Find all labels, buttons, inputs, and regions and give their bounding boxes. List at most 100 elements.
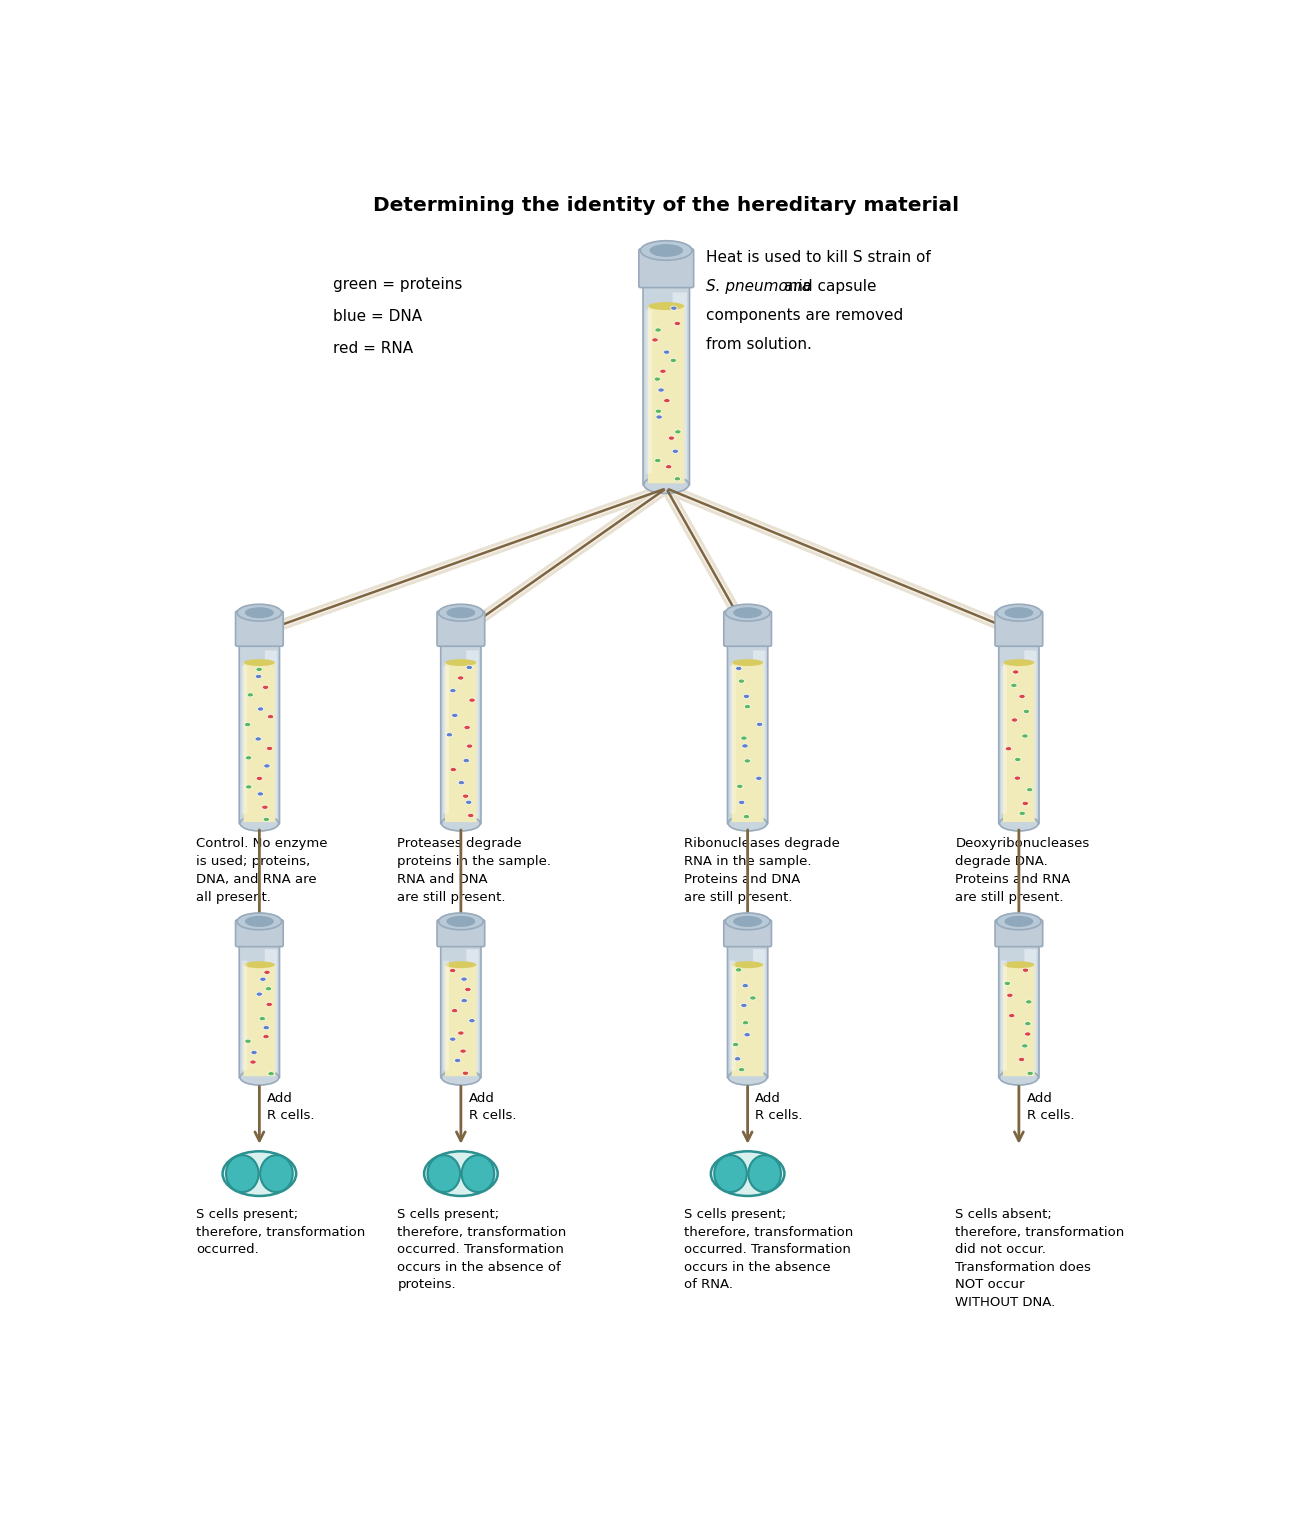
- Ellipse shape: [240, 816, 278, 831]
- FancyBboxPatch shape: [242, 665, 247, 814]
- FancyBboxPatch shape: [235, 612, 283, 647]
- Ellipse shape: [1009, 1014, 1015, 1018]
- FancyBboxPatch shape: [443, 665, 448, 814]
- Ellipse shape: [264, 764, 270, 769]
- Ellipse shape: [651, 338, 658, 342]
- Ellipse shape: [257, 706, 264, 711]
- Ellipse shape: [745, 705, 750, 709]
- FancyBboxPatch shape: [235, 919, 283, 947]
- Text: S cells present;
therefore, transformation
occurred.: S cells present; therefore, transformati…: [196, 1208, 365, 1256]
- Ellipse shape: [650, 244, 682, 257]
- FancyBboxPatch shape: [732, 662, 763, 822]
- Ellipse shape: [656, 416, 662, 419]
- Ellipse shape: [424, 1151, 498, 1196]
- Ellipse shape: [255, 737, 261, 741]
- FancyBboxPatch shape: [998, 941, 1039, 1078]
- Ellipse shape: [450, 688, 456, 693]
- FancyBboxPatch shape: [994, 612, 1043, 647]
- Ellipse shape: [259, 1017, 265, 1021]
- Text: Control. No enzyme
is used; proteins,
DNA, and RNA are
all present.: Control. No enzyme is used; proteins, DN…: [196, 837, 328, 904]
- Ellipse shape: [442, 1070, 480, 1085]
- Text: S cells present;
therefore, transformation
occurred. Transformation
occurs in th: S cells present; therefore, transformati…: [398, 1208, 567, 1291]
- Ellipse shape: [263, 817, 269, 822]
- Ellipse shape: [226, 1155, 259, 1192]
- Ellipse shape: [428, 1155, 460, 1192]
- Ellipse shape: [462, 977, 467, 982]
- Ellipse shape: [711, 1151, 784, 1196]
- Ellipse shape: [744, 694, 750, 699]
- FancyBboxPatch shape: [441, 639, 481, 823]
- Ellipse shape: [458, 676, 464, 680]
- Ellipse shape: [237, 913, 282, 930]
- Ellipse shape: [714, 1155, 746, 1192]
- Ellipse shape: [460, 1049, 467, 1053]
- Ellipse shape: [446, 916, 476, 927]
- Ellipse shape: [675, 429, 681, 434]
- Ellipse shape: [438, 913, 484, 930]
- Ellipse shape: [1005, 916, 1034, 927]
- Ellipse shape: [1024, 1032, 1031, 1036]
- Ellipse shape: [1026, 1000, 1032, 1005]
- Ellipse shape: [732, 1043, 738, 1047]
- Ellipse shape: [244, 1040, 251, 1043]
- Ellipse shape: [736, 667, 742, 671]
- Ellipse shape: [644, 475, 689, 493]
- Ellipse shape: [675, 321, 681, 326]
- Ellipse shape: [670, 358, 676, 362]
- Ellipse shape: [1022, 968, 1028, 973]
- Ellipse shape: [1004, 659, 1035, 667]
- Ellipse shape: [654, 377, 660, 380]
- Ellipse shape: [738, 679, 745, 683]
- Ellipse shape: [741, 737, 747, 740]
- Ellipse shape: [1022, 801, 1028, 805]
- Ellipse shape: [446, 732, 452, 737]
- Ellipse shape: [660, 370, 666, 373]
- FancyBboxPatch shape: [1004, 965, 1035, 1076]
- FancyBboxPatch shape: [445, 662, 477, 822]
- Text: Add
R cells.: Add R cells.: [1027, 1093, 1074, 1122]
- Ellipse shape: [455, 1058, 460, 1062]
- FancyBboxPatch shape: [994, 919, 1043, 947]
- Ellipse shape: [737, 784, 744, 788]
- FancyBboxPatch shape: [647, 306, 685, 484]
- Ellipse shape: [664, 399, 670, 403]
- Ellipse shape: [738, 1067, 745, 1071]
- Ellipse shape: [1011, 718, 1018, 721]
- Ellipse shape: [649, 301, 684, 310]
- Ellipse shape: [467, 665, 472, 670]
- Text: green = proteins: green = proteins: [333, 277, 463, 292]
- Ellipse shape: [256, 992, 263, 997]
- FancyBboxPatch shape: [724, 612, 771, 647]
- Ellipse shape: [244, 916, 274, 927]
- Ellipse shape: [1018, 1058, 1024, 1061]
- Ellipse shape: [463, 1071, 468, 1075]
- Ellipse shape: [263, 685, 269, 689]
- Ellipse shape: [1010, 683, 1017, 688]
- Ellipse shape: [1014, 758, 1020, 761]
- Ellipse shape: [1022, 734, 1028, 738]
- Text: Add
R cells.: Add R cells.: [755, 1093, 803, 1122]
- Ellipse shape: [463, 794, 469, 798]
- Ellipse shape: [469, 1018, 474, 1023]
- Text: Deoxyribonucleases
degrade DNA.
Proteins and RNA
are still present.: Deoxyribonucleases degrade DNA. Proteins…: [956, 837, 1089, 904]
- FancyBboxPatch shape: [672, 292, 686, 481]
- Ellipse shape: [734, 1056, 741, 1061]
- Ellipse shape: [666, 464, 672, 469]
- Ellipse shape: [742, 744, 749, 747]
- FancyBboxPatch shape: [998, 639, 1039, 823]
- Ellipse shape: [256, 776, 263, 781]
- Ellipse shape: [742, 983, 749, 988]
- Ellipse shape: [257, 791, 264, 796]
- Ellipse shape: [268, 715, 274, 718]
- Ellipse shape: [266, 1003, 273, 1006]
- Ellipse shape: [1023, 709, 1030, 714]
- Ellipse shape: [446, 962, 476, 968]
- Ellipse shape: [250, 1059, 256, 1064]
- Ellipse shape: [246, 756, 252, 759]
- Ellipse shape: [462, 1155, 494, 1192]
- Ellipse shape: [1004, 962, 1035, 968]
- Ellipse shape: [668, 435, 675, 440]
- Ellipse shape: [464, 988, 471, 991]
- FancyBboxPatch shape: [1001, 665, 1008, 814]
- Ellipse shape: [1027, 788, 1034, 791]
